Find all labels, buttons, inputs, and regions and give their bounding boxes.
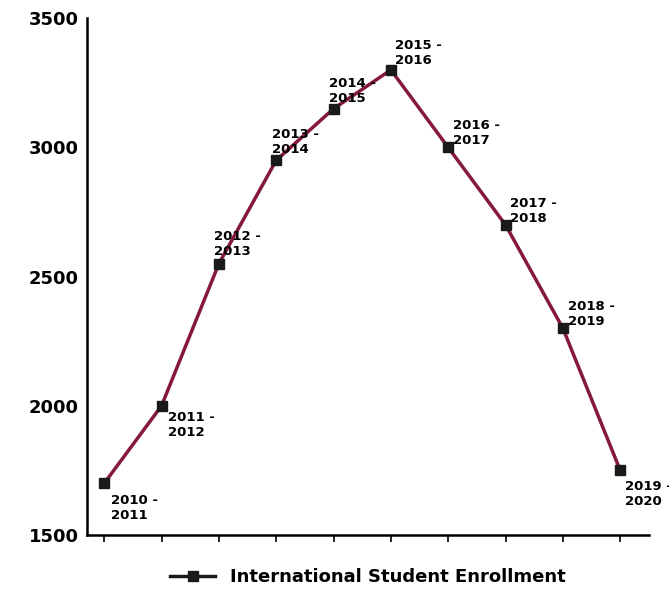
- Text: 2010 -
2011: 2010 - 2011: [111, 494, 158, 522]
- Text: 2019 -
2020: 2019 - 2020: [625, 480, 669, 508]
- Text: 2013 -
2014: 2013 - 2014: [272, 128, 318, 156]
- Text: 2014 -
2015: 2014 - 2015: [329, 77, 376, 105]
- Text: 2012 -
2013: 2012 - 2013: [214, 230, 261, 258]
- Text: 2018 -
2019: 2018 - 2019: [567, 300, 615, 328]
- Legend: International Student Enrollment: International Student Enrollment: [163, 561, 573, 593]
- Text: 2015 -
2016: 2015 - 2016: [395, 39, 442, 67]
- Text: 2011 -
2012: 2011 - 2012: [169, 411, 215, 439]
- Text: 2017 -
2018: 2017 - 2018: [510, 197, 557, 225]
- Text: 2016 -
2017: 2016 - 2017: [453, 119, 500, 147]
